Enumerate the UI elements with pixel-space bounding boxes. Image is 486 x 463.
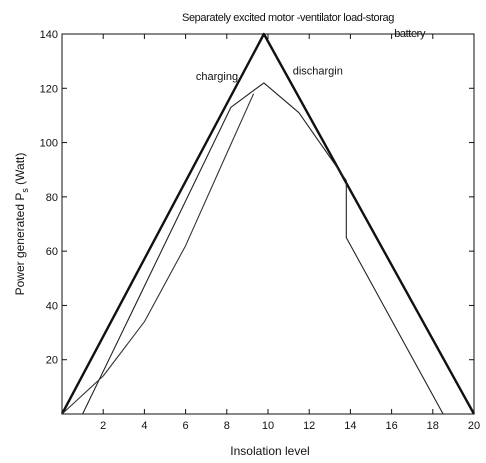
series-line-1 [60,32,476,415]
y-axis-label-unit: (Watt) [13,153,27,189]
annotation-label: dischargin [293,66,343,78]
y-axis-label-subscript: s [20,188,30,193]
y-tick-label: 100 [40,138,58,150]
x-tick-label: 2 [100,420,106,432]
y-tick-label: 140 [40,29,58,41]
chart-title: Separately excited motor -ventilator loa… [182,12,394,24]
y-axis-label-main: Power generated P [13,193,27,296]
annotation-label: charging [196,71,238,83]
x-tick-label: 10 [262,420,274,432]
x-tick-label: 20 [468,420,480,432]
y-axis-label: Power generated Ps (Watt) [13,153,30,296]
y-axis-ticks: 20 40 60 80 100 120 140 [40,29,474,367]
x-axis-label: Insolation level [230,444,309,458]
y-tick-label: 60 [46,246,58,258]
series-line-3 [61,93,255,415]
series-layer [60,32,476,415]
x-tick-label: 8 [224,420,230,432]
x-tick-label: 6 [183,420,189,432]
x-tick-label: 4 [141,420,147,432]
y-tick-label: 40 [46,300,58,312]
x-tick-label: 14 [344,420,356,432]
y-tick-label: 80 [46,192,58,204]
x-tick-label: 16 [385,420,397,432]
annotations: charging dischargin [196,66,343,83]
y-tick-label: 20 [46,355,58,367]
x-tick-label: 12 [303,420,315,432]
y-tick-label: 120 [40,83,58,95]
x-axis-ticks: 2 4 6 8 10 12 14 16 18 20 [100,34,480,432]
x-tick-label: 18 [427,420,439,432]
series-line-2 [82,82,444,415]
